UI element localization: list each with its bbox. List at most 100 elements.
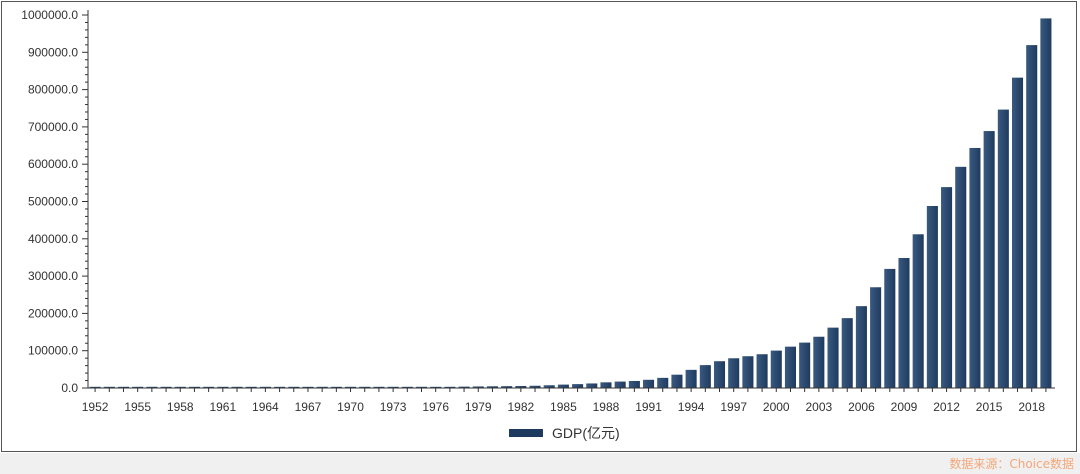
x-tick-label: 1976	[422, 400, 449, 414]
x-tick-label: 2009	[891, 400, 918, 414]
bar-2012	[941, 187, 953, 388]
x-tick-label: 2003	[805, 400, 832, 414]
y-tick-label: 900000.0	[28, 45, 78, 59]
bar-1968	[316, 386, 328, 388]
bar-1962	[231, 386, 243, 388]
x-tick-label: 1955	[124, 400, 151, 414]
x-tick-label: 1988	[593, 400, 620, 414]
bar-1973	[387, 386, 399, 388]
x-axis: 1952 1955 1958 1961 1964 1967 1970 1973 1976 1979…	[82, 387, 1055, 414]
legend-label: GDP(亿元)	[552, 425, 620, 441]
bar-2005	[841, 318, 853, 388]
bar-1998	[742, 356, 754, 388]
bar-1958	[174, 386, 186, 388]
x-tick-label: 1982	[507, 400, 534, 414]
bar-1969	[330, 386, 342, 388]
y-tick-label: 600000.0	[28, 157, 78, 171]
bar-2011	[926, 206, 938, 388]
bar-1986	[572, 384, 584, 388]
bar-1978	[458, 386, 470, 388]
bar-1965	[274, 386, 286, 388]
bar-1982	[515, 386, 527, 388]
y-tick-label: 400000.0	[28, 232, 78, 246]
bar-1972	[373, 386, 385, 388]
bar-2013	[955, 166, 967, 388]
y-tick-label: 800000.0	[28, 83, 78, 97]
x-tick-label: 1973	[380, 400, 407, 414]
y-tick-label: 1000000.0	[21, 8, 78, 22]
bar-2001	[784, 346, 796, 388]
bar-2016	[997, 109, 1009, 388]
x-tick-label: 2018	[1018, 400, 1045, 414]
bars-group	[89, 18, 1052, 389]
bar-1959	[188, 386, 200, 388]
x-tick-label: 1958	[167, 400, 194, 414]
bar-1997	[728, 358, 740, 388]
bar-1988	[600, 382, 612, 388]
bar-1977	[444, 386, 456, 388]
x-tick-label: 1991	[635, 400, 662, 414]
bar-1966	[288, 386, 300, 388]
bar-1989	[614, 381, 626, 388]
bar-2007	[870, 287, 882, 388]
x-tick-label: 1967	[295, 400, 322, 414]
bar-2018	[1026, 45, 1038, 389]
bar-1985	[557, 384, 569, 388]
bar-1970	[345, 386, 357, 388]
bar-1967	[302, 386, 314, 388]
x-tick-label: 1979	[465, 400, 492, 414]
x-tick-label: 1985	[550, 400, 577, 414]
x-tick-label: 1997	[720, 400, 747, 414]
bar-1964	[259, 386, 271, 388]
x-tick-label: 2000	[763, 400, 790, 414]
bar-1957	[160, 386, 172, 388]
y-tick-label: 700000.0	[28, 120, 78, 134]
bar-1991	[643, 379, 655, 388]
bar-1987	[586, 383, 598, 388]
bar-1954	[117, 386, 130, 388]
bar-1994	[685, 369, 697, 388]
bar-1953	[103, 386, 115, 388]
bar-1983	[529, 385, 541, 388]
x-tick-label: 1964	[252, 400, 279, 414]
bar-1995	[699, 365, 711, 388]
bar-1992	[657, 377, 669, 388]
y-tick-label: 0.0	[61, 381, 78, 395]
bar-2009	[898, 258, 910, 388]
bar-2000	[770, 350, 782, 388]
bar-1980	[486, 386, 498, 388]
bar-2014	[969, 147, 981, 388]
bar-2010	[912, 234, 924, 388]
x-tick-label: 2015	[976, 400, 1003, 414]
bar-2004	[827, 327, 839, 388]
bar-1990	[628, 380, 640, 388]
bar-1993	[671, 374, 683, 388]
bar-2002	[799, 342, 811, 388]
bar-2006	[855, 306, 867, 388]
chart-frame	[1, 1, 1077, 452]
bar-2008	[884, 268, 896, 388]
bar-1960	[203, 386, 215, 388]
y-tick-label: 300000.0	[28, 269, 78, 283]
bar-1984	[543, 385, 555, 388]
y-tick-label: 500000.0	[28, 195, 78, 209]
y-tick-label: 200000.0	[28, 306, 78, 320]
source-note: 数据来源：Choice数据	[949, 457, 1074, 471]
bar-1961	[217, 386, 229, 388]
bar-1996	[713, 361, 726, 388]
x-tick-label: 1952	[82, 400, 109, 414]
y-axis: 0.0 100000.0 200000.0 300000.0 400000.0 50000…	[21, 8, 89, 395]
bar-2015	[983, 131, 995, 388]
x-tick-label: 2006	[848, 400, 875, 414]
bar-1974	[401, 386, 413, 388]
legend-swatch	[509, 429, 543, 437]
bar-2019	[1040, 18, 1052, 388]
bar-2003	[813, 336, 825, 388]
bar-1955	[132, 386, 144, 388]
bar-2017	[1011, 77, 1024, 389]
bar-1975	[415, 386, 428, 388]
bar-1979	[472, 386, 484, 388]
x-tick-label: 1961	[209, 400, 236, 414]
bar-1952	[89, 386, 101, 388]
